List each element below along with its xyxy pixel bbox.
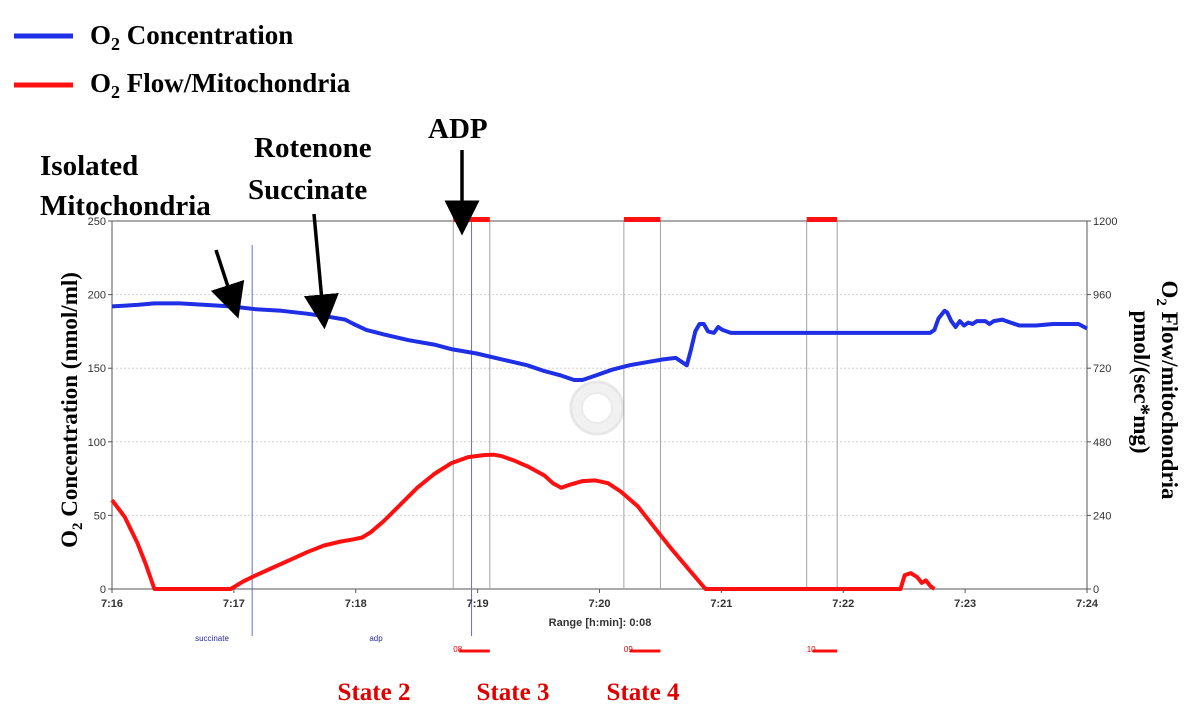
legend-item-flow: O2 Flow/Mitochondria — [14, 68, 351, 102]
y-right-axis-ticks: 0 240 480 720 960 1200 — [1087, 216, 1117, 596]
annotation-rotenone-succinate: Rotenone Succinate — [248, 132, 372, 330]
x-tick-label: 7:18 — [345, 598, 367, 610]
x-tick-label: 7:19 — [467, 598, 489, 610]
y-right-axis-title-line1: O2 Flow/mitochondria — [1153, 281, 1182, 500]
annotation-isolated-line1: Isolated — [40, 150, 138, 182]
state-2-label: State 2 — [338, 679, 411, 706]
legend-label-flow: O2 Flow/Mitochondria — [90, 68, 351, 102]
marker-label-succinate: succinate — [195, 634, 229, 643]
y-left-tick-label: 200 — [88, 290, 106, 302]
x-tick-label: 7:24 — [1076, 598, 1099, 610]
y-right-axis-title-line2: pmol/(sec*mg) — [1129, 310, 1154, 453]
state-window-top-bar — [453, 217, 490, 222]
logo-watermark — [569, 380, 625, 436]
y-left-axis-title: O2 Concentration (nmol/ml) — [57, 272, 86, 548]
annotation-rotenone: Rotenone — [254, 132, 372, 164]
legend: O2 Concentration O2 Flow/Mitochondria — [14, 20, 351, 102]
x-tick-label: 7:17 — [223, 598, 245, 610]
state-window-number: 10 — [807, 645, 816, 654]
state-window-top-bar — [623, 217, 661, 222]
y-left-tick-label: 150 — [88, 363, 106, 375]
y-right-tick-label: 960 — [1093, 290, 1111, 302]
series-o2-concentration-line — [111, 301, 1088, 382]
x-tick-label: 7:23 — [954, 598, 976, 610]
y-left-tick-label: 0 — [100, 584, 106, 596]
y-right-tick-label: 480 — [1093, 437, 1111, 449]
legend-item-concentration: O2 Concentration — [14, 20, 293, 54]
series-o2-flow-line — [110, 452, 936, 591]
annotation-isolated-mitochondria: Isolated Mitochondria — [40, 150, 245, 319]
state-4-label: State 4 — [607, 679, 680, 706]
y-right-tick-label: 1200 — [1093, 216, 1117, 228]
legend-label-concentration: O2 Concentration — [90, 20, 293, 54]
y-left-tick-label: 100 — [88, 437, 106, 449]
x-tick-label: 7:20 — [588, 598, 610, 610]
x-axis-title: Range [h:min]: 0:08 — [549, 617, 652, 629]
y-right-tick-label: 0 — [1093, 584, 1099, 596]
arrow-isolated-mitochondria — [210, 249, 245, 319]
annotation-succinate: Succinate — [248, 174, 367, 206]
state-window-number: 09 — [624, 645, 633, 654]
state-3-label: State 3 — [477, 679, 550, 706]
x-axis-ticks: 7:16 7:17 7:18 7:19 7:20 7:21 7:22 7:23 7:24 — [101, 589, 1099, 610]
annotation-adp-label: ADP — [428, 113, 488, 145]
x-tick-label: 7:21 — [710, 598, 732, 610]
y-left-tick-label: 250 — [88, 216, 106, 228]
x-tick-label: 7:22 — [832, 598, 854, 610]
arrow-rotenone-succinate — [303, 213, 339, 330]
x-tick-label: 7:16 — [101, 598, 123, 610]
annotation-adp: ADP — [428, 113, 488, 236]
marker-label-adp: adp — [369, 634, 383, 643]
state-window-number: 08 — [453, 645, 462, 654]
event-markers — [251, 221, 473, 636]
y-right-tick-label: 240 — [1093, 510, 1111, 522]
y-left-tick-label: 50 — [94, 510, 106, 522]
gridlines — [112, 294, 1087, 516]
state-windows: 08 09 10 — [452, 217, 838, 654]
y-right-tick-label: 720 — [1093, 363, 1111, 375]
state-window-top-bar — [806, 217, 838, 222]
annotation-isolated-line2: Mitochondria — [40, 190, 211, 222]
y-left-axis-ticks: 0 50 100 150 200 250 — [88, 216, 112, 596]
